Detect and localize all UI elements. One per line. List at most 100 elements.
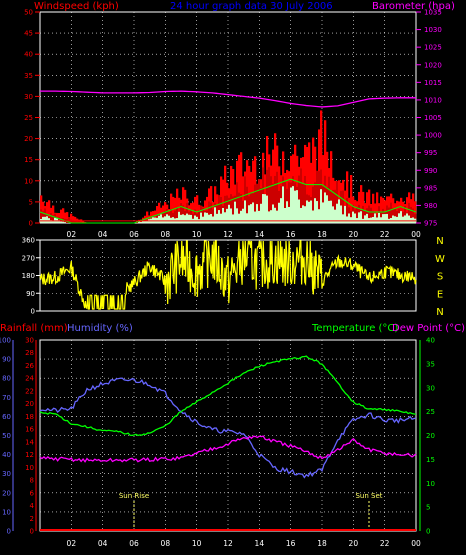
mean-bar — [404, 215, 407, 223]
wind-bar — [414, 213, 417, 223]
gust-bar — [46, 202, 49, 223]
dewpoint-line — [39, 435, 417, 463]
wind-bar — [316, 171, 319, 223]
mean-bar — [158, 215, 161, 223]
wind-bar — [254, 184, 257, 223]
wind-bar — [50, 213, 53, 223]
wind-bar — [300, 168, 303, 223]
compass-label: W — [435, 254, 445, 265]
compass-label: N — [436, 307, 443, 318]
mean-bar — [184, 215, 187, 223]
x-tick-label: 20 — [349, 230, 359, 239]
wind-bar — [246, 186, 249, 223]
gust-bar — [412, 193, 415, 223]
wind-tick-label: 30 — [24, 93, 33, 101]
temp-grid — [40, 340, 416, 531]
mean-bar — [62, 221, 65, 223]
mean-bar — [160, 214, 163, 223]
temp-x-ticks: 02 04 06 08 10 12 14 16 18 20 22 00 — [67, 539, 421, 548]
barometer-axis-title: Barometer (hpa) — [372, 1, 455, 12]
gust-bar — [222, 179, 225, 223]
mean-bar — [364, 215, 367, 223]
mean-bar — [282, 186, 285, 223]
wind-bar — [40, 209, 43, 223]
wind-bar — [368, 205, 371, 223]
barometer-tick-label: 995 — [424, 149, 437, 157]
mean-bar — [376, 217, 379, 223]
rainfall-tick-label: 12 — [25, 451, 34, 459]
wind-bar — [410, 206, 413, 223]
mean-bar — [50, 220, 53, 223]
mean-bar — [394, 216, 397, 223]
mean-bar — [242, 208, 245, 223]
mean-bar — [302, 205, 305, 223]
mean-bar — [220, 213, 223, 223]
mean-bar — [402, 216, 405, 223]
mean-bar — [270, 210, 273, 223]
mean-bar — [290, 187, 293, 223]
barometer-tick-label: 985 — [424, 184, 437, 192]
temperature-tick-label: 5 — [426, 504, 430, 512]
humidity-tick-label: 80 — [2, 375, 11, 383]
wind-bar — [318, 171, 321, 223]
compass-label: S — [437, 272, 443, 283]
wind-bar — [74, 221, 77, 223]
direction-line — [39, 240, 417, 310]
mean-bar — [382, 214, 385, 223]
direction-tick-label: 270 — [22, 254, 35, 262]
mean-bar — [342, 214, 345, 223]
mean-bar — [350, 217, 353, 223]
rainfall-tick-label: 30 — [25, 337, 34, 345]
mean-bar — [268, 211, 271, 223]
x-tick-label: 10 — [192, 539, 202, 548]
wind-bar — [186, 202, 189, 223]
rainfall-tick-label: 18 — [25, 413, 34, 421]
temperature-tick-label: 40 — [426, 337, 435, 345]
rainfall-tick-label: 6 — [30, 489, 35, 497]
gust-bar — [308, 142, 311, 223]
wind-tick-label: 50 — [24, 9, 33, 17]
mean-bar — [288, 206, 291, 223]
mean-bar — [354, 213, 357, 223]
mean-bar — [162, 217, 165, 223]
wind-bar — [212, 209, 215, 223]
gust-bar — [178, 197, 181, 223]
wind-bar — [258, 179, 261, 223]
wind-bar — [238, 192, 241, 223]
wind-bar — [274, 175, 277, 223]
wind-bar — [218, 195, 221, 223]
humidity-tick-label: 70 — [2, 394, 11, 402]
sunrise-label: Sun Rise — [119, 492, 149, 500]
mean-bar — [214, 207, 217, 223]
mean-bar — [298, 199, 301, 223]
direction-tick-label: 0 — [31, 308, 35, 316]
rainfall-tick-label: 26 — [25, 362, 34, 370]
barometer-tick-label: 1020 — [424, 61, 442, 69]
gust-bar — [320, 110, 323, 223]
mean-bar — [180, 214, 183, 223]
mean-bar — [360, 211, 363, 223]
wind-bar — [390, 202, 393, 223]
humidity-axis-title: Humidity (%) — [67, 323, 133, 334]
gust-bar — [64, 212, 67, 223]
mean-bar — [240, 210, 243, 223]
direction-ticks: 360 270 180 90 0 — [22, 237, 40, 316]
mean-bar — [256, 204, 259, 223]
mean-bar — [412, 217, 415, 223]
mean-bar — [358, 212, 361, 223]
humidity-ticks: 1009080706050403020100 — [0, 337, 14, 536]
mean-bar — [262, 194, 265, 223]
mean-bar — [336, 203, 339, 223]
gust-bar — [182, 187, 185, 223]
wind-x-ticks: 02 04 06 08 10 12 14 16 18 20 22 00 — [67, 230, 421, 239]
mean-bar — [212, 216, 215, 223]
x-tick-label: 04 — [98, 539, 108, 548]
mean-bar — [228, 204, 231, 223]
wind-bar — [362, 205, 365, 223]
mean-bar — [286, 201, 289, 223]
x-tick-label: 16 — [286, 230, 296, 239]
barometer-tick-label: 1025 — [424, 44, 442, 52]
rainfall-tick-label: 2 — [30, 515, 34, 523]
mean-bar — [278, 202, 281, 223]
